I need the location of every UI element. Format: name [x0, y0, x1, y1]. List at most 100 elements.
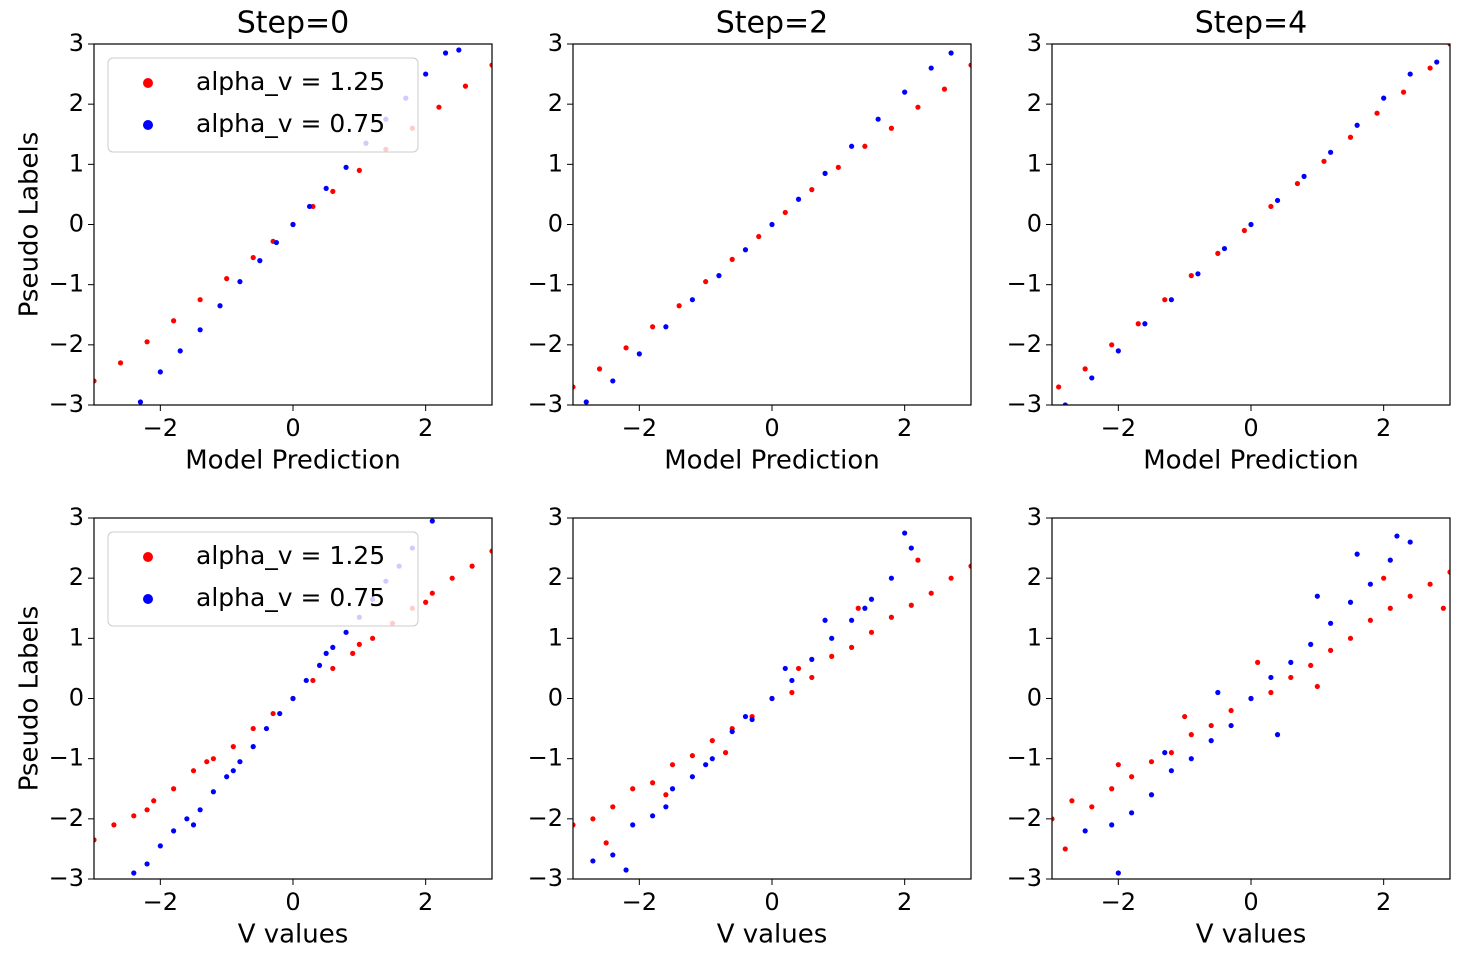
scatter-point	[1248, 695, 1254, 702]
legend-box	[107, 57, 419, 153]
scatter-point	[1062, 846, 1068, 852]
y-tick-label: 3	[69, 503, 84, 531]
scatter-point	[1387, 605, 1393, 611]
scatter-point	[650, 813, 656, 819]
scatter-point	[669, 762, 676, 768]
chart-title: Step=4	[1195, 6, 1308, 41]
x-axis-label: Model Prediction	[664, 446, 880, 476]
x-axis-label: V values	[717, 920, 828, 950]
scatter-point	[1354, 551, 1360, 557]
scatter-point	[1407, 539, 1413, 545]
scatter-point	[623, 867, 629, 873]
x-tick-label: 0	[285, 888, 300, 916]
scatter-point	[676, 303, 682, 309]
scatter-point	[462, 83, 469, 89]
y-tick-label: 2	[1027, 89, 1042, 117]
scatter-point	[1215, 250, 1221, 256]
scatter-point	[663, 804, 669, 810]
y-tick-label: 0	[69, 684, 84, 712]
scatter-point	[636, 351, 642, 357]
scatter-point	[968, 563, 971, 569]
scatter-point	[1182, 713, 1188, 720]
scatter-point	[888, 575, 895, 581]
y-tick-label: 2	[548, 89, 563, 117]
scatter-point	[1347, 635, 1354, 641]
x-axis-label: V values	[238, 920, 349, 950]
scatter-point	[306, 203, 313, 210]
scatter-point	[573, 822, 576, 828]
scatter-point	[323, 185, 329, 191]
scatter-point	[1301, 173, 1307, 179]
x-tick-label: −2	[622, 414, 657, 442]
scatter-point	[157, 369, 163, 375]
scatter-point	[1148, 759, 1155, 765]
scatter-point	[623, 345, 629, 351]
scatter-point	[137, 399, 144, 405]
legend-marker	[143, 120, 153, 130]
plot-area	[1056, 44, 1450, 405]
scatter-point	[928, 65, 934, 71]
scatter-point	[1188, 732, 1194, 738]
y-tick-label: 1	[548, 149, 563, 177]
y-tick-label: 1	[69, 149, 84, 177]
scatter-point	[1069, 798, 1075, 804]
scatter-point	[590, 816, 596, 822]
scatter-point	[1308, 641, 1314, 647]
scatter-point	[769, 221, 775, 228]
y-tick-label: −1	[49, 270, 84, 298]
scatter-point	[1274, 197, 1281, 204]
plot-area	[1052, 533, 1450, 876]
scatter-point	[1089, 375, 1095, 381]
x-tick-label: −2	[1101, 888, 1136, 916]
y-tick-label: −1	[1007, 744, 1042, 772]
scatter-point	[749, 716, 755, 723]
scatter-point	[356, 641, 362, 647]
scatter-point	[273, 239, 280, 246]
scatter-point	[1374, 110, 1380, 116]
scatter-point	[343, 164, 349, 170]
scatter-point	[809, 656, 815, 662]
scatter-point	[902, 89, 908, 95]
scatter-point	[1248, 221, 1254, 228]
scatter-point	[1288, 674, 1294, 681]
scatter-point	[1188, 756, 1194, 762]
scatter-point	[131, 813, 137, 819]
scatter-point	[941, 86, 948, 92]
scatter-point	[829, 653, 835, 659]
y-tick-label: 1	[1027, 623, 1042, 651]
scatter-point	[849, 143, 855, 149]
plot-area	[573, 50, 971, 405]
scatter-point	[1188, 273, 1194, 279]
y-tick-label: 1	[69, 623, 84, 651]
x-tick-label: 2	[418, 888, 433, 916]
scatter-point	[1381, 95, 1387, 101]
scatter-point	[1195, 271, 1201, 277]
scatter-point	[1089, 804, 1095, 810]
scatter-point	[915, 557, 921, 563]
scatter-point	[915, 104, 921, 110]
scatter-point	[290, 695, 296, 702]
scatter-point	[1268, 689, 1274, 696]
y-tick-label: −2	[1007, 330, 1042, 358]
legend-box	[107, 531, 419, 627]
scatter-point	[782, 665, 788, 672]
scatter-point	[1208, 738, 1214, 744]
scatter-point	[709, 756, 715, 762]
scatter-point	[1115, 348, 1121, 354]
scatter-point	[1381, 575, 1387, 581]
scatter-point	[1328, 647, 1334, 653]
scatter-point	[822, 617, 828, 623]
scatter-point	[323, 650, 329, 656]
scatter-point	[94, 837, 97, 843]
scatter-point	[489, 548, 492, 554]
scatter-point	[908, 602, 914, 608]
y-tick-label: −3	[528, 864, 563, 892]
scatter-point	[1387, 557, 1393, 563]
scatter-point	[829, 635, 835, 641]
y-tick-label: −3	[1007, 390, 1042, 418]
chart-title: Step=2	[716, 6, 829, 41]
scatter-point	[822, 170, 828, 176]
scatter-point	[1314, 593, 1320, 599]
scatter-point	[1367, 617, 1373, 623]
y-tick-label: −2	[528, 330, 563, 358]
